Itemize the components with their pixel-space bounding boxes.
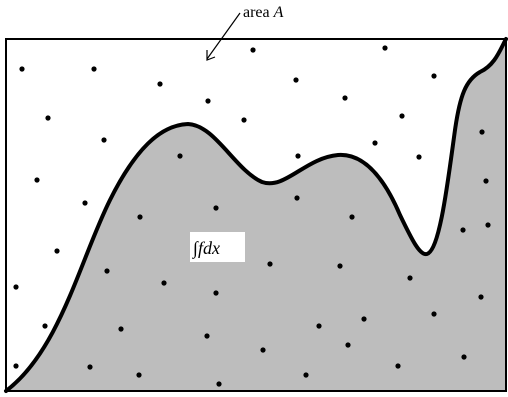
sample-point — [204, 333, 210, 339]
integral-sign: ∫ — [192, 238, 199, 259]
sample-point — [407, 275, 413, 281]
sample-point — [337, 263, 343, 269]
sample-point — [54, 248, 60, 254]
sample-point — [316, 323, 322, 329]
sample-point — [485, 222, 491, 228]
sample-point — [395, 363, 401, 369]
area-under-curve — [6, 39, 506, 391]
sample-point — [118, 326, 124, 332]
sample-point — [461, 354, 467, 360]
sample-point — [372, 140, 378, 146]
sample-point — [478, 294, 484, 300]
sample-point — [137, 214, 143, 220]
sample-points — [13, 45, 491, 387]
sample-point — [42, 323, 48, 329]
area-label: area A — [243, 4, 284, 21]
sample-point — [34, 177, 40, 183]
sample-point — [303, 372, 309, 378]
sample-point — [260, 347, 266, 353]
sample-point — [177, 153, 183, 159]
sample-point — [295, 153, 301, 159]
sample-point — [213, 205, 219, 211]
bounding-rectangle — [5, 38, 507, 392]
sample-point — [161, 280, 167, 286]
sample-point — [241, 117, 247, 123]
sample-point — [483, 178, 489, 184]
sample-point — [13, 284, 19, 290]
sample-point — [399, 113, 405, 119]
area-annotation-arrow — [206, 12, 241, 61]
sample-point — [382, 45, 388, 51]
sample-point — [293, 77, 299, 83]
sample-point — [294, 195, 300, 201]
area-label-symbol: A — [273, 4, 284, 21]
sample-point — [342, 95, 348, 101]
sample-point — [101, 137, 107, 143]
sample-point — [349, 214, 355, 220]
sample-point — [250, 47, 256, 53]
sample-point — [205, 98, 211, 104]
sample-point — [104, 268, 110, 274]
area-label-prefix: area — [243, 4, 274, 21]
sample-point — [416, 154, 422, 160]
sample-point — [45, 115, 51, 121]
sample-point — [19, 66, 25, 72]
sample-point — [345, 342, 351, 348]
integral-label-box — [190, 232, 245, 262]
sample-point — [431, 73, 437, 79]
sample-point — [82, 200, 88, 206]
sample-point — [91, 66, 97, 72]
sample-point — [87, 364, 93, 370]
sample-point — [267, 261, 273, 267]
integral-label: ∫fdx — [192, 238, 220, 259]
sample-point — [460, 227, 466, 233]
integral-expression: fdx — [198, 238, 220, 258]
sample-point — [431, 311, 437, 317]
sample-point — [216, 381, 222, 387]
sample-point — [136, 372, 142, 378]
sample-point — [157, 81, 163, 87]
function-curve — [4, 37, 508, 393]
sample-point — [213, 290, 219, 296]
sample-point — [479, 129, 485, 135]
sample-point — [361, 316, 367, 322]
sample-point — [13, 363, 19, 369]
